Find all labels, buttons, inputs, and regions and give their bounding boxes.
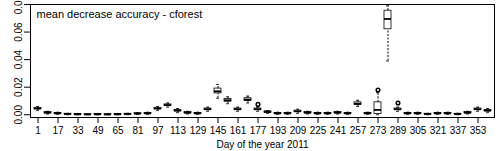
svg-text:1: 1 [35,125,41,136]
svg-text:177: 177 [250,125,267,136]
svg-text:353: 353 [470,125,487,136]
svg-text:mean decrease accuracy - cfore: mean decrease accuracy - cforest [37,8,203,20]
svg-text:129: 129 [190,125,207,136]
svg-text:209: 209 [290,125,307,136]
svg-text:241: 241 [330,125,347,136]
svg-text:145: 145 [210,125,227,136]
svg-text:193: 193 [270,125,287,136]
svg-text:0.00: 0.00 [13,105,24,125]
svg-text:0.08: 0.08 [13,0,24,14]
svg-text:49: 49 [92,125,104,136]
svg-text:81: 81 [132,125,144,136]
svg-text:305: 305 [410,125,427,136]
svg-text:257: 257 [350,125,367,136]
svg-text:33: 33 [72,125,84,136]
svg-text:337: 337 [450,125,467,136]
svg-text:65: 65 [112,125,124,136]
svg-text:289: 289 [390,125,407,136]
svg-text:Day of the year 2011: Day of the year 2011 [216,139,309,150]
svg-text:0.06: 0.06 [13,22,24,42]
svg-text:321: 321 [430,125,447,136]
svg-text:97: 97 [152,125,164,136]
svg-text:225: 225 [310,125,327,136]
svg-text:0.04: 0.04 [13,49,24,69]
svg-text:0.02: 0.02 [13,77,24,97]
svg-text:273: 273 [370,125,387,136]
svg-text:17: 17 [52,125,64,136]
svg-text:113: 113 [170,125,186,136]
svg-text:161: 161 [230,125,247,136]
